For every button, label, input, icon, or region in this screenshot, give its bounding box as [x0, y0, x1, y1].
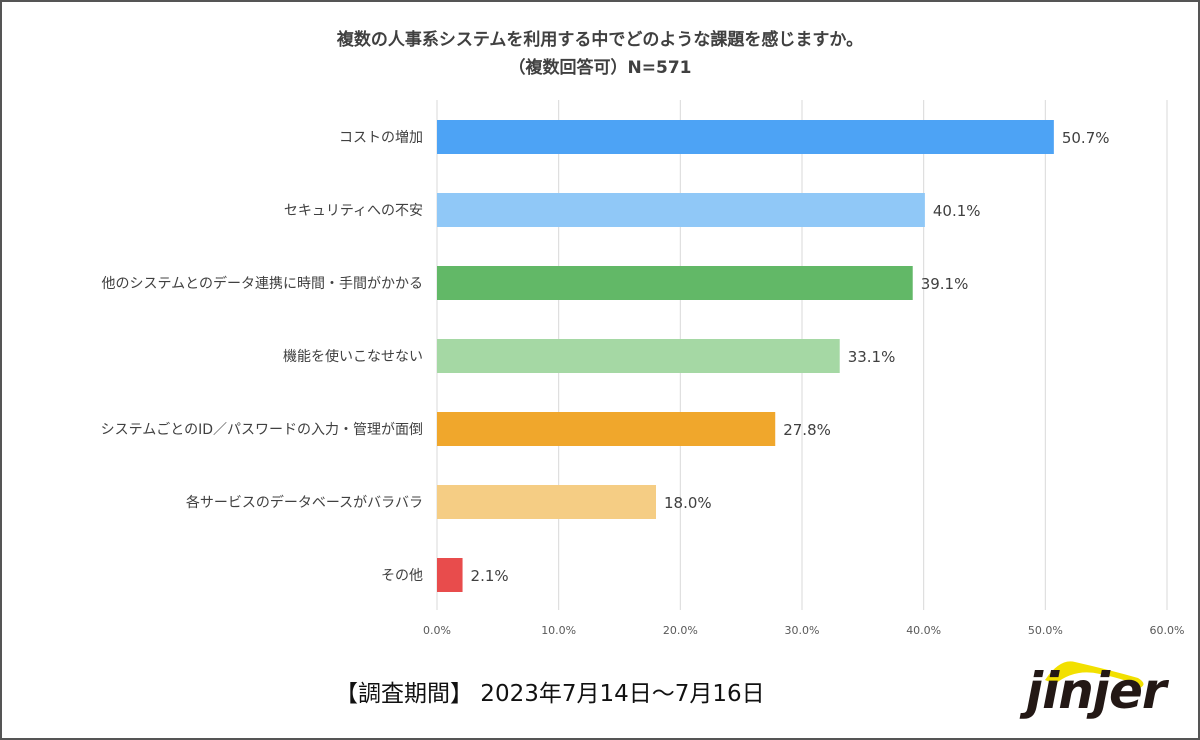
data-label: 40.1%: [933, 202, 981, 220]
x-tick-label: 10.0%: [541, 624, 576, 637]
x-tick-label: 0.0%: [423, 624, 451, 637]
bar: [437, 412, 776, 446]
bar: [437, 339, 840, 373]
category-label: システムごとのID／パスワードの入力・管理が面倒: [101, 422, 423, 438]
bar: [437, 120, 1054, 154]
x-tick-label: 30.0%: [785, 624, 820, 637]
category-label: コストの増加: [339, 130, 423, 146]
data-label: 50.7%: [1062, 129, 1110, 147]
survey-period: 【調査期間】 2023年7月14日～7月16日: [335, 681, 765, 707]
bar: [437, 266, 913, 300]
x-tick-label: 40.0%: [906, 624, 941, 637]
bar: [437, 193, 925, 227]
category-label: 他のシステムとのデータ連携に時間・手間がかかる: [102, 275, 423, 292]
category-label: 各サービスのデータベースがバラバラ: [186, 494, 423, 511]
category-label: その他: [381, 568, 423, 584]
logo-roof-icon: [1045, 661, 1144, 688]
bar: [437, 485, 656, 519]
bar: [437, 558, 463, 592]
data-label: 39.1%: [921, 275, 969, 293]
data-label: 33.1%: [848, 348, 896, 366]
data-label: 18.0%: [664, 494, 712, 512]
data-label: 2.1%: [471, 567, 509, 585]
category-label: 機能を使いこなせない: [283, 348, 423, 365]
data-label: 27.8%: [783, 421, 831, 439]
x-tick-label: 60.0%: [1150, 624, 1185, 637]
jinjer-logo: jinjer: [1020, 650, 1180, 730]
chart-title: 複数の人事系システムを利用する中でどのような課題を感じますか。: [336, 30, 864, 50]
category-label: セキュリティへの不安: [284, 203, 423, 219]
x-tick-label: 20.0%: [663, 624, 698, 637]
x-tick-label: 50.0%: [1028, 624, 1063, 637]
chart-subtitle: （複数回答可）N=571: [508, 58, 692, 78]
